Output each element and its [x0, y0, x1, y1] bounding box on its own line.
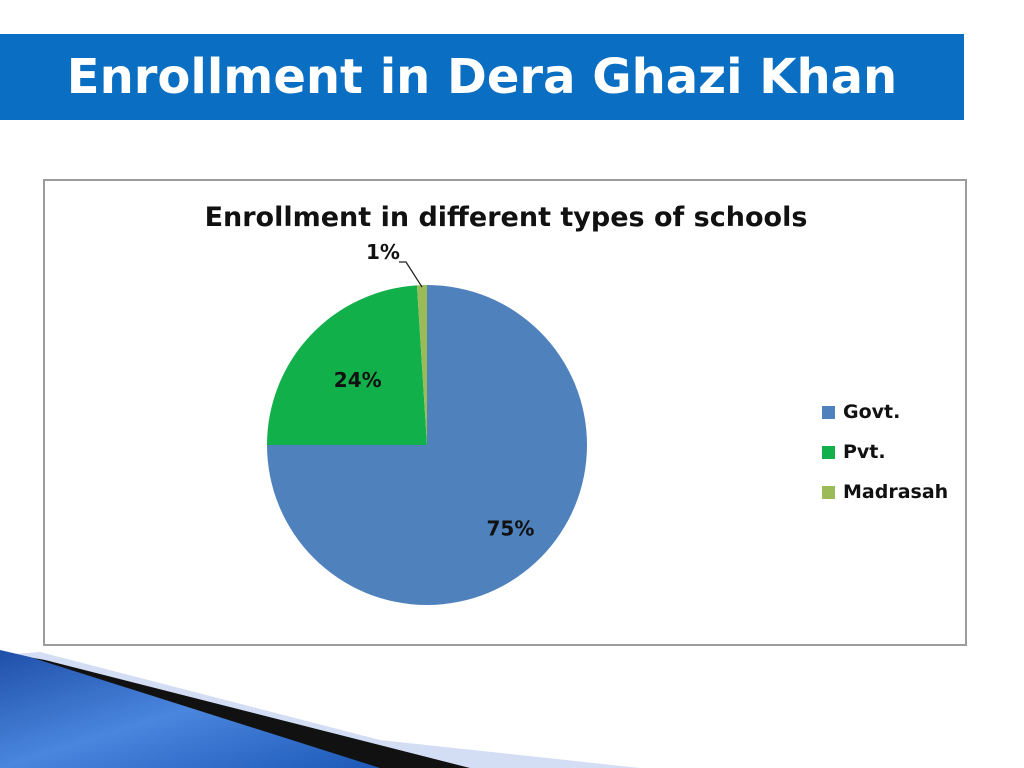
legend-label-govt: Govt.	[843, 401, 901, 423]
chart-legend: Govt. Pvt. Madrasah	[822, 392, 948, 512]
leader-line-madrasah	[399, 261, 423, 288]
legend-item-madrasah: Madrasah	[822, 472, 948, 512]
legend-swatch-pvt	[822, 445, 835, 459]
legend-swatch-madrasah	[822, 485, 835, 499]
legend-label-pvt: Pvt.	[843, 441, 886, 463]
title-banner	[0, 34, 964, 120]
slice-label-pvt: 24%	[334, 368, 382, 392]
pie-slice-pvt	[267, 285, 427, 445]
slice-label-madrasah: 1%	[366, 240, 400, 264]
legend-swatch-govt	[822, 405, 835, 419]
slide-title: Enrollment in Dera Ghazi Khan	[66, 49, 898, 105]
legend-label-madrasah: Madrasah	[843, 481, 949, 503]
legend-item-pvt: Pvt.	[822, 432, 948, 472]
chart-title: Enrollment in different types of schools	[204, 202, 808, 233]
pie-slice-madrasah	[416, 285, 427, 445]
slice-label-govt: 75%	[487, 516, 535, 540]
legend-item-govt: Govt.	[822, 392, 948, 432]
